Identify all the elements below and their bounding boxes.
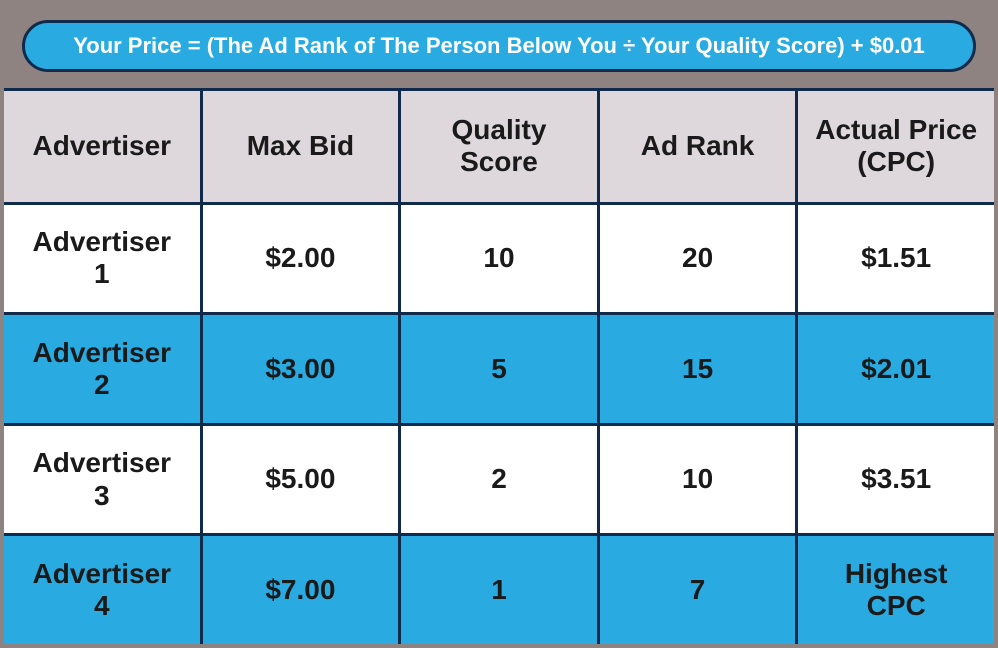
table-cell: 1	[401, 533, 600, 644]
table-cell: 10	[600, 423, 799, 534]
table-row: Advertiser2$3.00515$2.01	[4, 312, 994, 423]
table-cell: 2	[401, 423, 600, 534]
table-row: Advertiser4$7.0017HighestCPC	[4, 533, 994, 644]
table-row: Advertiser3$5.00210$3.51	[4, 423, 994, 534]
infographic-frame: Your Price = (The Ad Rank of The Person …	[0, 0, 998, 648]
table-row: Advertiser1$2.001020$1.51	[4, 202, 994, 313]
formula-pill: Your Price = (The Ad Rank of The Person …	[22, 20, 976, 72]
table-cell: $2.01	[798, 312, 994, 423]
column-header: Quality Score	[401, 91, 600, 202]
pricing-table: AdvertiserMax BidQuality ScoreAd RankAct…	[4, 88, 994, 644]
table-cell: $2.00	[203, 202, 402, 313]
column-header: Advertiser	[4, 91, 203, 202]
table-cell: $3.00	[203, 312, 402, 423]
table-cell: Advertiser1	[4, 202, 203, 313]
table-cell: HighestCPC	[798, 533, 994, 644]
formula-band: Your Price = (The Ad Rank of The Person …	[4, 4, 994, 88]
table-cell: 7	[600, 533, 799, 644]
table-cell: Advertiser3	[4, 423, 203, 534]
column-header: Actual Price(CPC)	[798, 91, 994, 202]
table-cell: $1.51	[798, 202, 994, 313]
table-cell: $3.51	[798, 423, 994, 534]
table-cell: 5	[401, 312, 600, 423]
table-cell: Advertiser2	[4, 312, 203, 423]
column-header: Ad Rank	[600, 91, 799, 202]
table-cell: $5.00	[203, 423, 402, 534]
table-cell: Advertiser4	[4, 533, 203, 644]
column-header: Max Bid	[203, 91, 402, 202]
table-cell: $7.00	[203, 533, 402, 644]
table-header-row: AdvertiserMax BidQuality ScoreAd RankAct…	[4, 91, 994, 202]
table-cell: 15	[600, 312, 799, 423]
table-cell: 10	[401, 202, 600, 313]
table-cell: 20	[600, 202, 799, 313]
formula-text: Your Price = (The Ad Rank of The Person …	[73, 33, 925, 58]
